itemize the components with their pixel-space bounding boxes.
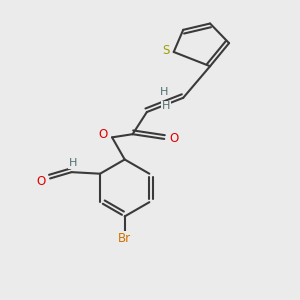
Text: S: S — [162, 44, 169, 57]
Text: H: H — [159, 87, 168, 97]
Text: O: O — [37, 175, 46, 188]
Text: H: H — [69, 158, 77, 168]
Text: O: O — [170, 132, 179, 145]
Text: Br: Br — [118, 232, 131, 245]
Text: O: O — [99, 128, 108, 141]
Text: H: H — [162, 101, 170, 111]
